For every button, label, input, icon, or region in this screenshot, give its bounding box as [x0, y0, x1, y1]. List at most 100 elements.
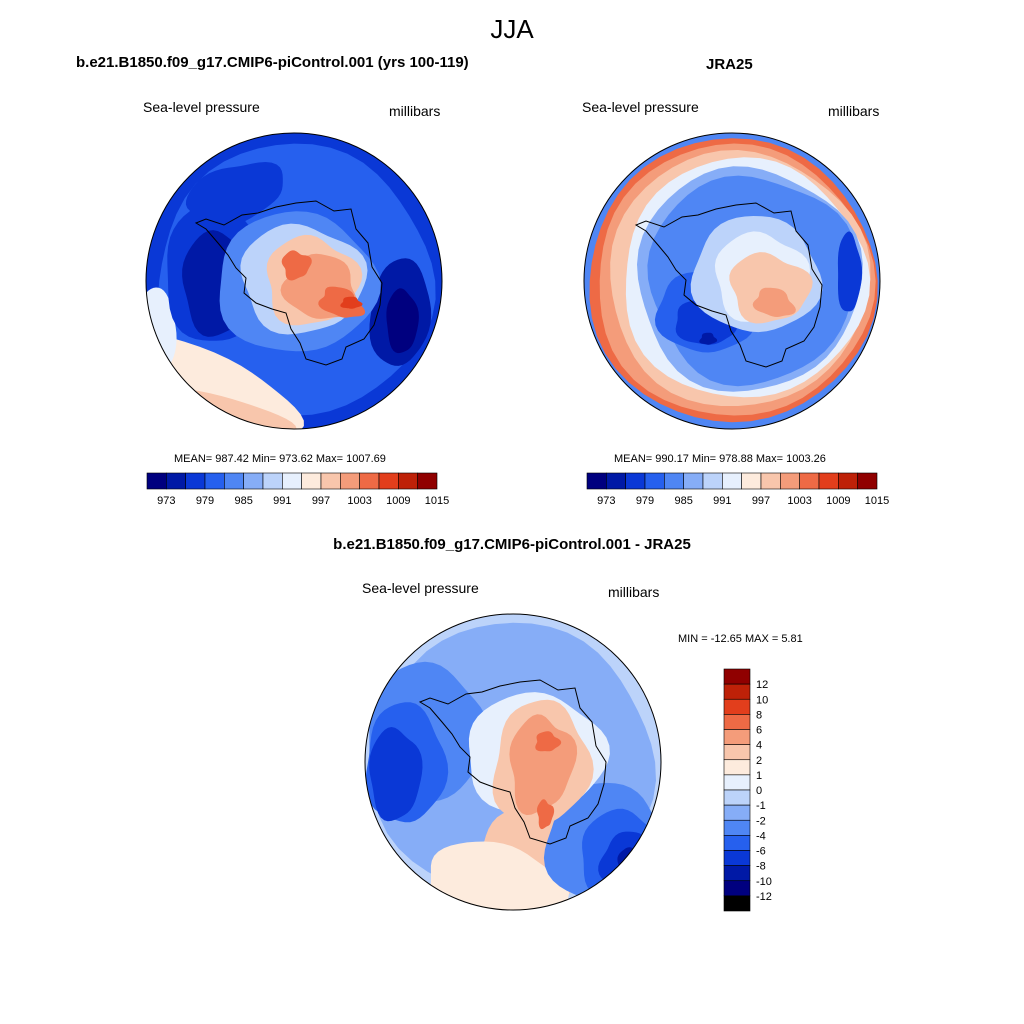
colorbar-tick-label: 12 [756, 679, 768, 691]
colorbar-tick-label: 1003 [347, 495, 371, 507]
colorbar-tick-label: 1015 [425, 495, 449, 507]
contour-region [369, 727, 423, 822]
coastline [194, 200, 383, 366]
colorbar-swatch [723, 698, 751, 715]
colorbar-tick-label: 991 [273, 495, 291, 507]
colorbar-tick-label: 2 [756, 755, 762, 767]
map-boundary [583, 132, 881, 430]
colorbar-tick-label: 973 [597, 495, 615, 507]
colorbar-tick-label: 973 [157, 495, 175, 507]
colorbar-swatch [185, 472, 206, 490]
contour-region [537, 799, 555, 830]
map-field [584, 133, 880, 429]
colorbar-swatch [723, 789, 751, 806]
panel-title-obs: JRA25 [706, 56, 753, 73]
colorbar-swatch [417, 472, 438, 490]
colorbar-swatch [838, 472, 858, 490]
colorbar-tick-label: 997 [312, 495, 330, 507]
colorbar-swatch [723, 819, 751, 836]
colorbar-swatch [741, 472, 762, 490]
colorbar-tick-label: 991 [713, 495, 731, 507]
colorbar-tick-label: 979 [636, 495, 654, 507]
contour-region [509, 714, 578, 816]
colorbar-swatch [723, 744, 751, 761]
variable-label-diff: Sea-level pressure [362, 580, 479, 596]
colorbar-model: 973 979 985 991 997 1003 1009 1015 [146, 472, 449, 507]
colorbar-tick-label: -1 [756, 800, 766, 812]
colorbar-tick-label: 6 [756, 725, 762, 737]
colorbar-swatch [224, 472, 244, 490]
colorbar-swatch [586, 472, 607, 490]
colorbar-swatch [359, 472, 380, 490]
colorbar-tick-label: -12 [756, 891, 772, 903]
map-field [365, 614, 661, 910]
colorbar-swatch [857, 472, 878, 490]
contour-region [617, 847, 647, 881]
colorbar-tick-label: 985 [234, 495, 252, 507]
contour-region [185, 162, 283, 226]
stats-model: MEAN= 987.42 Min= 973.62 Max= 1007.69 [174, 453, 386, 465]
colorbar-swatch [301, 472, 322, 490]
colorbar-tick-label: -8 [756, 861, 766, 873]
variable-label-model: Sea-level pressure [143, 99, 260, 115]
units-label-obs: millibars [828, 103, 880, 119]
colorbar-swatch [723, 729, 751, 745]
contour-region [837, 231, 863, 312]
colorbar-swatch [146, 472, 167, 490]
polar-map-diff [364, 613, 662, 911]
colorbar-tick-label: 8 [756, 709, 762, 721]
stats-diff: MIN = -12.65 MAX = 5.81 [678, 633, 803, 645]
colorbar-swatch [664, 472, 684, 490]
colorbar-tick-label: 979 [196, 495, 214, 507]
colorbar-swatch [398, 472, 418, 490]
colorbar-swatch [262, 472, 283, 490]
colorbar-swatch [723, 804, 751, 821]
colorbar-swatch [378, 472, 399, 490]
colorbar-swatch [723, 850, 751, 866]
colorbar-swatch [780, 472, 800, 490]
colorbar-tick-label: 1015 [865, 495, 889, 507]
units-label-model: millibars [389, 103, 441, 119]
panel-title-diff: b.e21.B1850.f09_g17.CMIP6-piControl.001 … [333, 536, 691, 553]
colorbar-swatch [723, 714, 751, 730]
colorbar-swatch [243, 472, 264, 490]
colorbar-swatch [723, 683, 751, 700]
colorbar-swatch [723, 759, 751, 776]
colorbar-obs: 973 979 985 991 997 1003 1009 1015 [586, 472, 889, 507]
colorbar-tick-label: 4 [756, 740, 762, 752]
colorbar-tick-label: -10 [756, 876, 772, 888]
coastline [418, 679, 607, 845]
colorbar-tick-label: 997 [752, 495, 770, 507]
polar-map-obs [583, 132, 881, 430]
colorbar-tick-label: -2 [756, 815, 766, 827]
colorbar-swatch [723, 668, 751, 685]
colorbar-tick-label: 1 [756, 770, 762, 782]
colorbar-swatch [625, 472, 646, 490]
colorbar-tick-label: 10 [756, 694, 768, 706]
map-boundary [145, 132, 443, 430]
figure-title: JJA [490, 14, 534, 44]
contour-region [752, 287, 796, 317]
colorbar-swatch [166, 472, 186, 490]
contour-region [340, 296, 363, 309]
colorbar-swatch [204, 472, 225, 490]
colorbar-swatch [644, 472, 665, 490]
colorbar-tick-label: 1003 [787, 495, 811, 507]
colorbar-swatch [818, 472, 839, 490]
colorbar-swatch [760, 472, 781, 490]
colorbar-swatch [340, 472, 360, 490]
units-label-diff: millibars [608, 584, 660, 600]
colorbar-swatch [723, 835, 751, 851]
colorbar-swatch [702, 472, 723, 490]
colorbar-tick-label: -4 [756, 830, 766, 842]
polar-map-model [145, 132, 443, 430]
colorbar-tick-label: 0 [756, 785, 762, 797]
colorbar-swatch [683, 472, 704, 490]
colorbar-swatch [722, 472, 742, 490]
colorbar-tick-label: 1009 [386, 495, 410, 507]
colorbar-swatch [606, 472, 626, 490]
variable-label-obs: Sea-level pressure [582, 99, 699, 115]
colorbar-tick-label: -6 [756, 846, 766, 858]
colorbar-tick-label: 1009 [826, 495, 850, 507]
